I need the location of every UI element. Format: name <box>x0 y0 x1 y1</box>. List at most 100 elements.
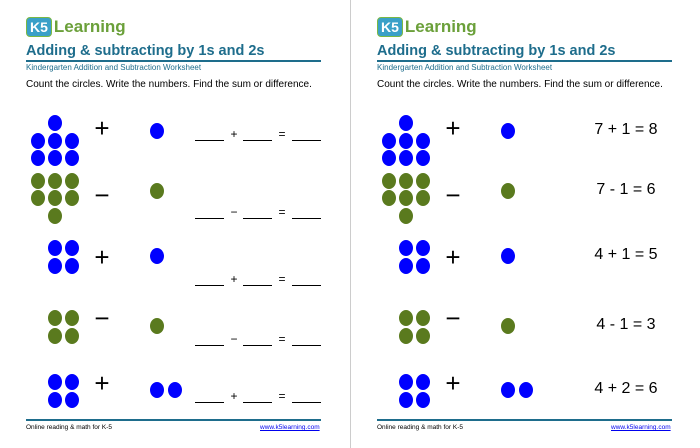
circle-blue <box>48 115 62 131</box>
circle-blue <box>150 248 164 264</box>
answer-blank[interactable] <box>292 402 321 403</box>
page-title: Adding & subtracting by 1s and 2s <box>26 43 265 59</box>
circle-green <box>416 190 430 206</box>
circle-blue <box>150 123 164 139</box>
operator-symbol: − <box>94 303 110 333</box>
circle-blue <box>416 392 430 408</box>
answer-blank[interactable] <box>292 140 321 141</box>
instructions: Count the circles. Write the numbers. Fi… <box>377 79 663 90</box>
circle-green <box>31 173 45 189</box>
footer-rule <box>377 419 672 421</box>
circle-green <box>48 173 62 189</box>
circle-blue <box>150 382 164 398</box>
circle-green <box>150 183 164 199</box>
footer-text: Online reading & math for K-5 <box>26 424 112 431</box>
circle-blue <box>416 240 430 256</box>
footer-text: Online reading & math for K-5 <box>377 424 463 431</box>
title-rule <box>377 60 672 62</box>
answer-blank[interactable] <box>243 218 272 219</box>
answer-blank[interactable] <box>292 345 321 346</box>
footer-rule <box>26 419 321 421</box>
operator-symbol: + <box>94 113 110 143</box>
circle-blue <box>416 258 430 274</box>
operator-symbol: + <box>445 242 461 272</box>
circle-blue <box>65 150 79 166</box>
circle-green <box>31 190 45 206</box>
circle-green <box>501 183 515 199</box>
circle-blue <box>48 258 62 274</box>
answer-blank[interactable] <box>195 345 224 346</box>
answer-equation: 7 + 1 = 8 <box>594 121 658 138</box>
circle-blue <box>519 382 533 398</box>
circle-blue <box>31 133 45 149</box>
answer-blank[interactable] <box>292 218 321 219</box>
circle-blue <box>168 382 182 398</box>
circle-green <box>382 173 396 189</box>
circle-blue <box>48 392 62 408</box>
circle-green <box>48 208 62 224</box>
circle-blue <box>416 374 430 390</box>
operator-symbol: + <box>94 242 110 272</box>
circle-green <box>399 310 413 326</box>
equals-sign: = <box>278 205 286 219</box>
operator-symbol: + <box>94 368 110 398</box>
logo-k5: K5 <box>377 17 403 37</box>
answer-blank[interactable] <box>195 285 224 286</box>
circle-blue <box>416 133 430 149</box>
circle-blue <box>501 382 515 398</box>
equals-sign: = <box>278 127 286 141</box>
answer-equation: 4 - 1 = 3 <box>596 316 656 333</box>
answer-blank[interactable] <box>243 345 272 346</box>
blank-operator: − <box>230 205 238 219</box>
footer-link[interactable]: www.k5learning.com <box>611 424 671 431</box>
circle-green <box>65 173 79 189</box>
circle-blue <box>501 248 515 264</box>
circle-blue <box>48 150 62 166</box>
circle-blue <box>65 240 79 256</box>
answer-blank[interactable] <box>243 140 272 141</box>
answer-equation: 4 + 2 = 6 <box>594 380 658 397</box>
circle-blue <box>382 150 396 166</box>
circle-green <box>65 328 79 344</box>
circle-blue <box>416 150 430 166</box>
blank-operator: − <box>230 332 238 346</box>
answer-blank[interactable] <box>195 402 224 403</box>
page-title: Adding & subtracting by 1s and 2s <box>377 43 616 59</box>
equals-sign: = <box>278 332 286 346</box>
circle-green <box>501 318 515 334</box>
answer-blank[interactable] <box>243 402 272 403</box>
circle-green <box>382 190 396 206</box>
operator-symbol: − <box>445 303 461 333</box>
circle-green <box>416 310 430 326</box>
circle-blue <box>65 392 79 408</box>
worksheet-page: K5 Learning Adding & subtracting by 1s and… <box>26 16 321 431</box>
blank-operator: + <box>230 127 238 141</box>
equals-sign: = <box>278 389 286 403</box>
operator-symbol: + <box>445 113 461 143</box>
answer-key-page: K5 Learning Adding & subtracting by 1s and… <box>351 0 700 448</box>
circle-blue <box>382 133 396 149</box>
k5-learning-logo: K5 Learning <box>26 16 126 38</box>
circle-blue <box>399 150 413 166</box>
circle-blue <box>399 392 413 408</box>
circle-blue <box>399 133 413 149</box>
answer-blank[interactable] <box>195 218 224 219</box>
circle-green <box>65 190 79 206</box>
blank-operator: + <box>230 272 238 286</box>
circle-blue <box>48 240 62 256</box>
circle-green <box>399 208 413 224</box>
operator-symbol: + <box>445 368 461 398</box>
page-divider <box>350 0 351 448</box>
logo-k5: K5 <box>26 17 52 37</box>
answer-blank[interactable] <box>243 285 272 286</box>
circle-green <box>150 318 164 334</box>
circle-blue <box>31 150 45 166</box>
answer-blank[interactable] <box>292 285 321 286</box>
circle-blue <box>48 133 62 149</box>
title-rule <box>26 60 321 62</box>
k5-learning-logo: K5 Learning <box>377 16 477 38</box>
answer-blank[interactable] <box>195 140 224 141</box>
footer-link[interactable]: www.k5learning.com <box>260 424 320 431</box>
circle-blue <box>65 133 79 149</box>
circle-green <box>65 310 79 326</box>
